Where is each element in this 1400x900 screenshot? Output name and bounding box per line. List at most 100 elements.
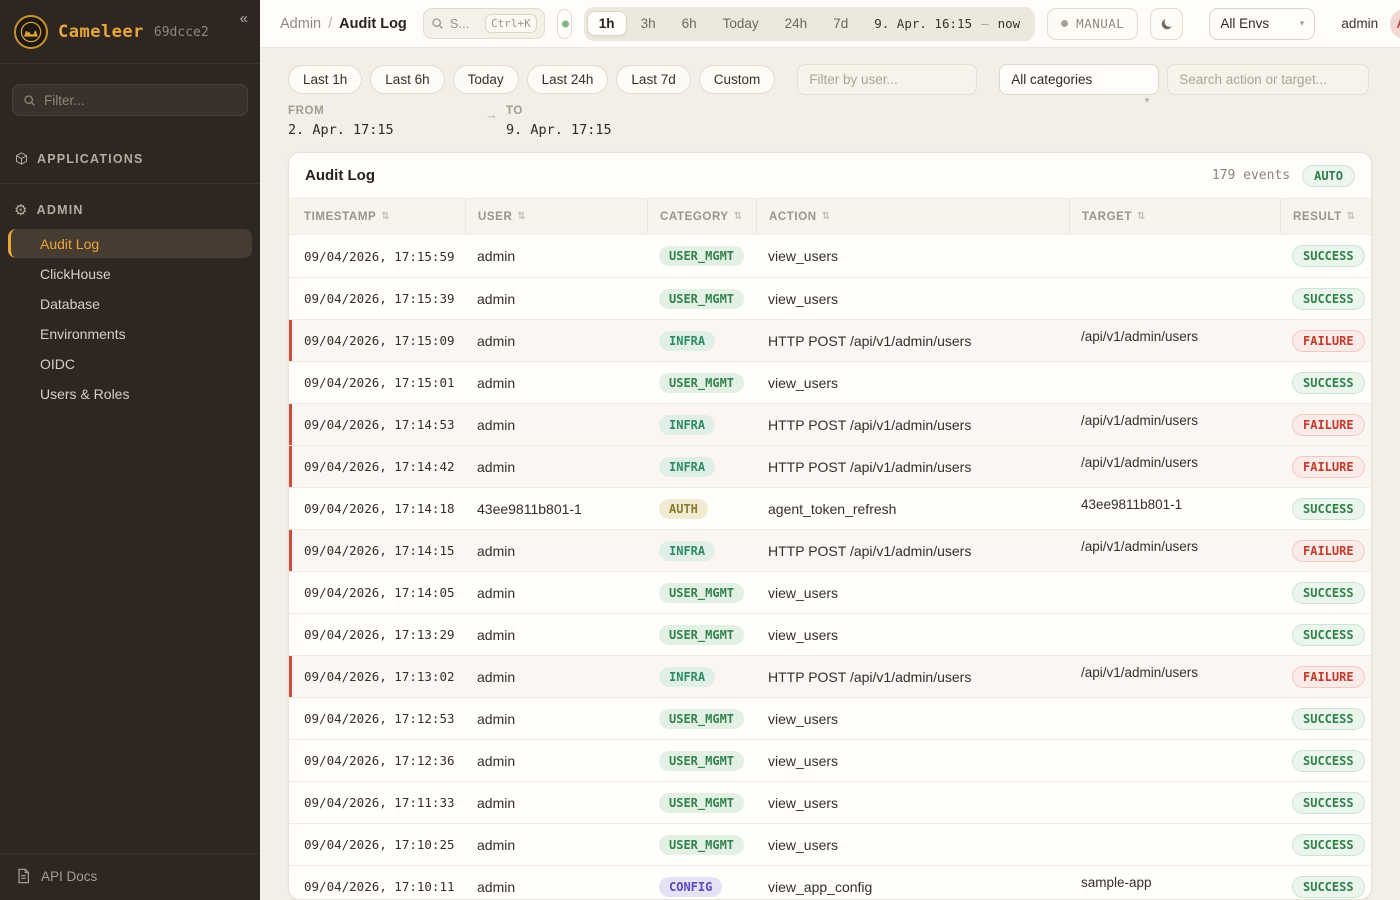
cell-result: SUCCESS [1292,707,1365,730]
cell-timestamp: 09/04/2026, 17:13:29 [304,627,455,642]
cell-category: USER_MGMT [659,708,768,729]
sidebar-item-environments[interactable]: Environments [40,325,126,342]
filters-row: Last 1h Last 6h Today Last 24h Last 7d C… [260,48,1400,105]
cell-category: USER_MGMT [659,750,768,771]
user-filter-input[interactable] [797,64,978,95]
cell-result: FAILURE [1292,665,1365,688]
table-row[interactable]: 09/04/2026, 17:15:01 admin USER_MGMT vie… [289,361,1371,403]
category-badge: AUTH [659,498,708,519]
cell-timestamp: 09/04/2026, 17:15:01 [304,375,455,390]
time-range-24h[interactable]: 24h [773,11,820,36]
result-badge: SUCCESS [1292,875,1365,898]
sort-icon: ⇅ [1346,211,1356,222]
table-row[interactable]: 09/04/2026, 17:14:05 admin USER_MGMT vie… [289,571,1371,613]
time-range-6h[interactable]: 6h [670,11,709,36]
cell-user: admin [477,458,516,475]
cell-category: USER_MGMT [659,582,768,603]
breadcrumb-section[interactable]: Admin [280,15,322,32]
cell-action: HTTP POST /api/v1/admin/users [768,332,972,349]
app-logo-text: Cameleer [58,22,144,42]
column-header-category[interactable]: CATEGORY ⇅ [647,199,768,234]
chip-today[interactable]: Today [452,65,519,94]
category-badge: INFRA [659,666,716,687]
table-row[interactable]: 09/04/2026, 17:10:11 admin CONFIG view_a… [289,865,1371,899]
sidebar-section-admin[interactable]: ⚙ ADMIN [0,192,260,228]
table-row[interactable]: 09/04/2026, 17:13:29 admin USER_MGMT vie… [289,613,1371,655]
status-dot-icon [1061,20,1069,27]
table-row[interactable]: 09/04/2026, 17:15:59 admin USER_MGMT vie… [289,235,1371,277]
table-row[interactable]: 09/04/2026, 17:12:36 admin USER_MGMT vie… [289,739,1371,781]
sidebar-collapse-icon[interactable]: « [239,10,248,27]
env-select[interactable]: All Envs ▾ [1209,7,1316,40]
sidebar-item-audit-log[interactable]: Audit Log [8,229,252,258]
table-row[interactable]: 09/04/2026, 17:14:53 admin INFRA HTTP PO… [289,403,1371,445]
table-row[interactable]: 09/04/2026, 17:15:09 admin INFRA HTTP PO… [289,319,1371,361]
live-indicator-handle[interactable] [556,8,572,39]
action-target-search-input[interactable] [1167,64,1370,95]
table-row[interactable]: 09/04/2026, 17:14:15 admin INFRA HTTP PO… [289,529,1371,571]
admin-nav: Audit Log ClickHouse Database Environmen… [0,228,260,409]
cell-result: SUCCESS [1292,371,1365,394]
column-header-action[interactable]: ACTION ⇅ [756,199,1081,234]
table-row[interactable]: 09/04/2026, 17:11:33 admin USER_MGMT vie… [289,781,1371,823]
column-header-target[interactable]: TARGET ⇅ [1069,199,1292,234]
cell-result: SUCCESS [1292,749,1365,772]
cell-category: INFRA [659,414,768,435]
document-icon [16,868,31,884]
gear-icon: ⚙ [14,201,29,219]
to-block[interactable]: TO 9. Apr. 17:15 [506,105,612,138]
cell-result: SUCCESS [1292,287,1365,310]
column-header-user[interactable]: USER ⇅ [465,199,659,234]
cell-target: /api/v1/admin/users [1081,329,1199,344]
sidebar-filter-input[interactable] [12,84,248,116]
category-select[interactable]: All categories ▾ [999,64,1160,105]
time-range-1h[interactable]: 1h [586,11,627,36]
chip-last-7d[interactable]: Last 7d [616,65,691,94]
table-row[interactable]: 09/04/2026, 17:13:02 admin INFRA HTTP PO… [289,655,1371,697]
category-badge: CONFIG [659,876,723,897]
sidebar-item-database[interactable]: Database [40,295,100,312]
table-row[interactable]: 09/04/2026, 17:10:25 admin USER_MGMT vie… [289,823,1371,865]
api-docs-link[interactable]: API Docs [0,853,260,900]
cell-user: admin [477,710,516,727]
table-row[interactable]: 09/04/2026, 17:14:42 admin INFRA HTTP PO… [289,445,1371,487]
cell-action: view_users [768,626,839,643]
chip-custom[interactable]: Custom [698,65,776,94]
refresh-mode-label: MANUAL [1076,16,1125,31]
chevron-down-icon: ▾ [1144,95,1150,105]
cell-category: AUTH [659,498,768,519]
sidebar-section-applications[interactable]: APPLICATIONS [0,142,260,175]
column-header-timestamp[interactable]: TIMESTAMP ⇅ [304,210,391,223]
column-header-result[interactable]: RESULT ⇅ [1280,199,1356,234]
table-row[interactable]: 09/04/2026, 17:15:39 admin USER_MGMT vie… [289,277,1371,319]
sidebar-filter-field[interactable] [44,92,237,108]
from-value: 2. Apr. 17:15 [288,122,394,138]
cell-timestamp: 09/04/2026, 17:12:53 [304,711,455,726]
avatar[interactable]: AD [1390,8,1400,39]
cell-timestamp: 09/04/2026, 17:10:25 [304,837,455,852]
sort-icon: ⇅ [821,211,831,222]
env-select-value: All Envs [1220,16,1270,31]
global-search-box[interactable]: S... Ctrl+K [422,8,545,39]
time-range-3h[interactable]: 3h [629,11,668,36]
result-badge: FAILURE [1292,455,1365,478]
time-range-7d[interactable]: 7d [821,11,860,36]
sidebar-item-clickhouse[interactable]: ClickHouse [40,265,111,282]
auto-refresh-badge[interactable]: AUTO [1302,164,1355,187]
table-row[interactable]: 09/04/2026, 17:14:18 43ee9811b801-1 AUTH… [289,487,1371,529]
theme-toggle-button[interactable] [1150,7,1184,40]
chip-last-24h[interactable]: Last 24h [526,65,609,94]
cell-category: INFRA [659,540,768,561]
cell-user: admin [477,836,516,853]
chip-last-1h[interactable]: Last 1h [288,65,363,94]
sidebar-item-oidc[interactable]: OIDC [40,355,75,372]
chip-last-6h[interactable]: Last 6h [370,65,445,94]
refresh-mode-button[interactable]: MANUAL [1047,7,1139,40]
from-block[interactable]: FROM 2. Apr. 17:15 [288,105,485,138]
cell-result: FAILURE [1292,329,1365,352]
cell-timestamp: 09/04/2026, 17:14:53 [304,417,455,432]
sidebar-item-users-roles[interactable]: Users & Roles [40,385,130,402]
time-range-today[interactable]: Today [711,11,771,36]
cell-user: admin [477,584,516,601]
table-row[interactable]: 09/04/2026, 17:12:53 admin USER_MGMT vie… [289,697,1371,739]
